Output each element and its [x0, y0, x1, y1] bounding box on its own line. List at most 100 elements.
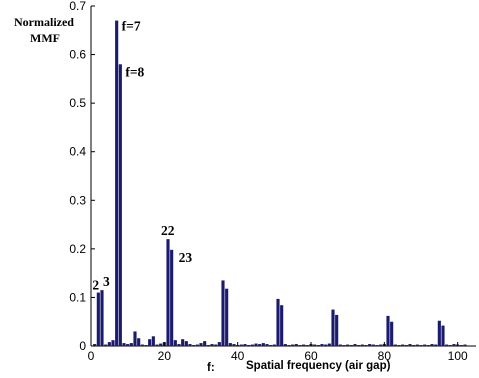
bar-f-6 — [111, 340, 115, 346]
x-axis-label: Spatial frequency (air gap) — [246, 360, 391, 372]
x-tick-label: 0 — [88, 349, 95, 363]
bar-f-69 — [342, 345, 346, 346]
bar-f-61 — [313, 344, 317, 346]
annotation-label: 2 — [92, 278, 99, 293]
bar-f-94 — [434, 344, 438, 346]
y-tick-label: 0.6 — [69, 48, 86, 62]
bar-f-53 — [283, 344, 287, 346]
bar-f-86 — [404, 345, 408, 346]
bar-f-43 — [247, 345, 251, 346]
bar-f-22 — [170, 249, 174, 346]
y-axis-label-line-1: Normalized — [14, 15, 74, 29]
bar-f-15 — [144, 345, 148, 346]
bar-f-77 — [371, 344, 375, 346]
bar-f-30 — [199, 343, 203, 346]
bar-f-8 — [118, 64, 122, 346]
bar-f-74 — [360, 344, 364, 346]
y-tick-label: 0.1 — [69, 290, 86, 304]
bar-f-19 — [159, 343, 163, 346]
bar-f-92 — [426, 345, 430, 346]
bar-f-85 — [401, 344, 405, 346]
annotation-label: f=8 — [125, 64, 144, 79]
bar-f-9 — [122, 343, 126, 346]
bar-f-68 — [338, 344, 342, 346]
bar-f-82 — [390, 321, 394, 346]
y-tick-label: 0.3 — [69, 193, 86, 207]
bar-f-3 — [100, 290, 104, 346]
y-tick-label: 0.7 — [69, 0, 86, 13]
axes-layer — [90, 6, 476, 347]
bar-f-65 — [327, 343, 331, 346]
bar-f-4 — [104, 344, 108, 346]
bar-f-37 — [225, 288, 229, 346]
bar-f-55 — [291, 344, 295, 346]
bars-layer — [93, 20, 467, 346]
bar-f-102 — [463, 344, 467, 346]
x-axis-label-prefix: f: — [207, 362, 215, 374]
y-tick-label: 0.5 — [69, 96, 86, 110]
bar-f-12 — [133, 331, 137, 346]
bar-f-73 — [357, 345, 361, 346]
bar-f-25 — [181, 339, 185, 346]
bar-f-52 — [280, 305, 284, 346]
bar-f-101 — [459, 345, 463, 346]
bar-f-56 — [294, 344, 298, 346]
x-tick-label: 60 — [304, 349, 318, 363]
bar-f-44 — [250, 344, 254, 346]
bar-f-39 — [232, 344, 236, 346]
bar-f-83 — [393, 344, 397, 346]
bar-f-51 — [276, 298, 280, 346]
annotation-label: 3 — [103, 274, 110, 289]
bar-f-45 — [254, 343, 258, 346]
bar-f-48 — [265, 344, 269, 346]
bar-f-16 — [148, 339, 152, 346]
bar-f-46 — [258, 344, 262, 346]
bar-f-70 — [346, 344, 350, 346]
bar-f-81 — [386, 315, 390, 346]
bar-f-14 — [140, 344, 144, 346]
bar-f-79 — [379, 344, 383, 346]
bar-f-18 — [155, 344, 159, 346]
x-tick-label: 100 — [448, 349, 468, 363]
bar-f-66 — [331, 309, 335, 346]
bar-f-78 — [375, 345, 379, 346]
bar-f-76 — [368, 344, 372, 346]
y-tick-label: 0 — [79, 339, 86, 353]
bar-f-98 — [448, 345, 452, 346]
bar-f-87 — [408, 344, 412, 346]
bar-f-10 — [126, 344, 130, 346]
bar-f-96 — [441, 325, 445, 346]
y-axis-label-line-2: MMF — [30, 31, 60, 45]
bar-f-34 — [214, 344, 218, 346]
x-tick-label: 20 — [158, 349, 172, 363]
annotation-label: f=7 — [122, 19, 141, 34]
bar-f-95 — [437, 320, 441, 346]
bar-f-47 — [261, 343, 265, 346]
x-tick-label: 40 — [231, 349, 245, 363]
bar-f-91 — [423, 344, 427, 346]
annotation-label: 23 — [179, 250, 193, 265]
bar-f-49 — [269, 345, 273, 346]
bar-f-7 — [115, 20, 119, 346]
bar-f-28 — [192, 345, 196, 346]
bar-f-38 — [228, 343, 232, 346]
bar-f-11 — [129, 343, 133, 346]
bar-f-63 — [320, 344, 324, 346]
bar-f-31 — [203, 341, 207, 346]
y-tick-label: 0.2 — [69, 242, 86, 256]
bar-f-89 — [415, 344, 419, 346]
bar-f-24 — [177, 344, 181, 346]
bar-f-57 — [298, 345, 302, 346]
bar-f-64 — [324, 344, 328, 346]
bar-f-58 — [302, 344, 306, 346]
bar-f-2 — [96, 292, 100, 346]
bar-f-67 — [335, 314, 339, 346]
bar-f-71 — [349, 345, 353, 346]
bar-f-27 — [188, 344, 192, 346]
bar-f-88 — [412, 345, 416, 346]
bar-f-33 — [210, 344, 214, 346]
bar-f-41 — [239, 344, 243, 346]
bar-f-93 — [430, 344, 434, 346]
